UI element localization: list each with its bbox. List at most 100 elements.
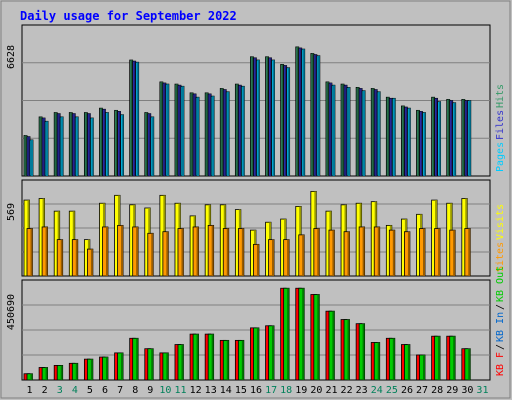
bar-shade: [256, 327, 259, 380]
bar-shade: [357, 87, 360, 176]
bar-shade: [181, 228, 184, 276]
bar-shade: [55, 112, 58, 176]
x-label-day-3: 3: [57, 385, 63, 396]
bar-shade: [390, 98, 393, 176]
bar-shade: [287, 288, 290, 380]
bar-shade: [302, 288, 305, 380]
bar-shade: [423, 112, 426, 176]
bar-shade: [269, 57, 272, 176]
legend-files: Files: [495, 110, 506, 140]
bar-shade: [73, 113, 76, 176]
y-max-label: 6628: [6, 45, 17, 69]
bar-shade: [58, 113, 61, 176]
bar-shade: [447, 99, 450, 176]
bar-shade: [332, 230, 335, 276]
bar-shade: [407, 231, 410, 276]
bar-sites-day-9: [147, 232, 154, 277]
bar-shade: [60, 239, 63, 276]
bar-shade: [100, 108, 103, 176]
bar-shade: [209, 93, 212, 176]
bar-shade: [151, 348, 154, 380]
x-label-day-25: 25: [386, 385, 398, 396]
bar-shade: [151, 233, 154, 276]
legend-separator: /: [495, 304, 506, 310]
x-label-day-21: 21: [325, 385, 337, 396]
legend-hits: Hits: [495, 84, 506, 108]
bar-shade: [438, 336, 441, 380]
bar-shade: [224, 89, 227, 176]
bar-shade: [31, 139, 33, 176]
bar-shade: [133, 61, 136, 176]
bar-shade: [151, 116, 154, 176]
bar-shade: [175, 84, 178, 176]
legend-separator: /: [495, 344, 506, 350]
bar-shade: [191, 92, 194, 176]
x-label-day-24: 24: [371, 385, 383, 396]
x-label-day-11: 11: [174, 385, 186, 396]
bar-shade: [287, 67, 290, 176]
bar-shade: [241, 228, 244, 276]
panel-top: 6628 Pages Files Hits: [6, 24, 506, 177]
bar-shade: [468, 100, 471, 176]
bar-shade: [160, 81, 163, 176]
bar-shade: [85, 112, 88, 176]
bar-shade: [348, 87, 351, 176]
bar-shade: [148, 113, 151, 176]
bar-shade: [226, 228, 229, 276]
bar-shade: [136, 226, 139, 276]
legend-kb-in: KB In: [495, 312, 506, 342]
bar-shade: [311, 53, 314, 176]
bar-shade: [46, 121, 49, 176]
x-label-day-22: 22: [341, 385, 353, 396]
bar-shade: [450, 100, 453, 176]
bar-kb-out-day-10: [162, 352, 169, 381]
x-label-day-31: 31: [476, 385, 488, 396]
x-label-day-20: 20: [310, 385, 322, 396]
bar-shade: [326, 81, 329, 176]
bar-shade: [329, 83, 332, 176]
bar-shade: [347, 319, 350, 380]
bar-shade: [221, 88, 224, 176]
x-label-day-8: 8: [132, 385, 138, 396]
bar-shade: [25, 135, 27, 176]
x-label-day-13: 13: [205, 385, 217, 396]
bar-shade: [402, 105, 405, 176]
x-label-day-29: 29: [446, 385, 458, 396]
bar-shade: [372, 88, 375, 176]
bar-shade: [423, 354, 426, 380]
bar-shade: [332, 311, 335, 380]
bar-shade: [377, 342, 380, 380]
bar-kb-out-day-14: [222, 339, 230, 381]
bar-shade: [377, 226, 380, 276]
bar-sites-day-14: [222, 228, 230, 277]
bar-shade: [302, 234, 305, 276]
bar-shade: [196, 334, 199, 380]
panel-middle: 569 Sites Visits: [6, 179, 506, 277]
bar-shade: [181, 86, 184, 176]
bar-shade: [121, 352, 124, 380]
bar-shade: [432, 97, 435, 176]
bar-shade: [453, 336, 456, 380]
bar-shade: [284, 65, 287, 176]
bar-shade: [197, 97, 200, 176]
x-label-day-5: 5: [87, 385, 93, 396]
legend-kb-out: KB Out: [495, 266, 506, 302]
bar-shade: [332, 85, 335, 176]
bar-shade: [136, 338, 139, 380]
bar-shade: [166, 231, 169, 276]
x-label-day-16: 16: [250, 385, 262, 396]
bar-shade: [375, 89, 378, 176]
bar-shade: [121, 114, 124, 176]
bar-shade: [266, 56, 269, 176]
x-label-day-30: 30: [461, 385, 473, 396]
x-label-day-19: 19: [295, 385, 307, 396]
y-max-label: 569: [6, 203, 17, 221]
bar-shade: [196, 226, 199, 276]
bar-shade: [453, 230, 456, 276]
x-label-day-17: 17: [265, 385, 277, 396]
bar-shade: [181, 344, 184, 380]
bar-shade: [178, 85, 181, 176]
x-label-day-6: 6: [102, 385, 108, 396]
